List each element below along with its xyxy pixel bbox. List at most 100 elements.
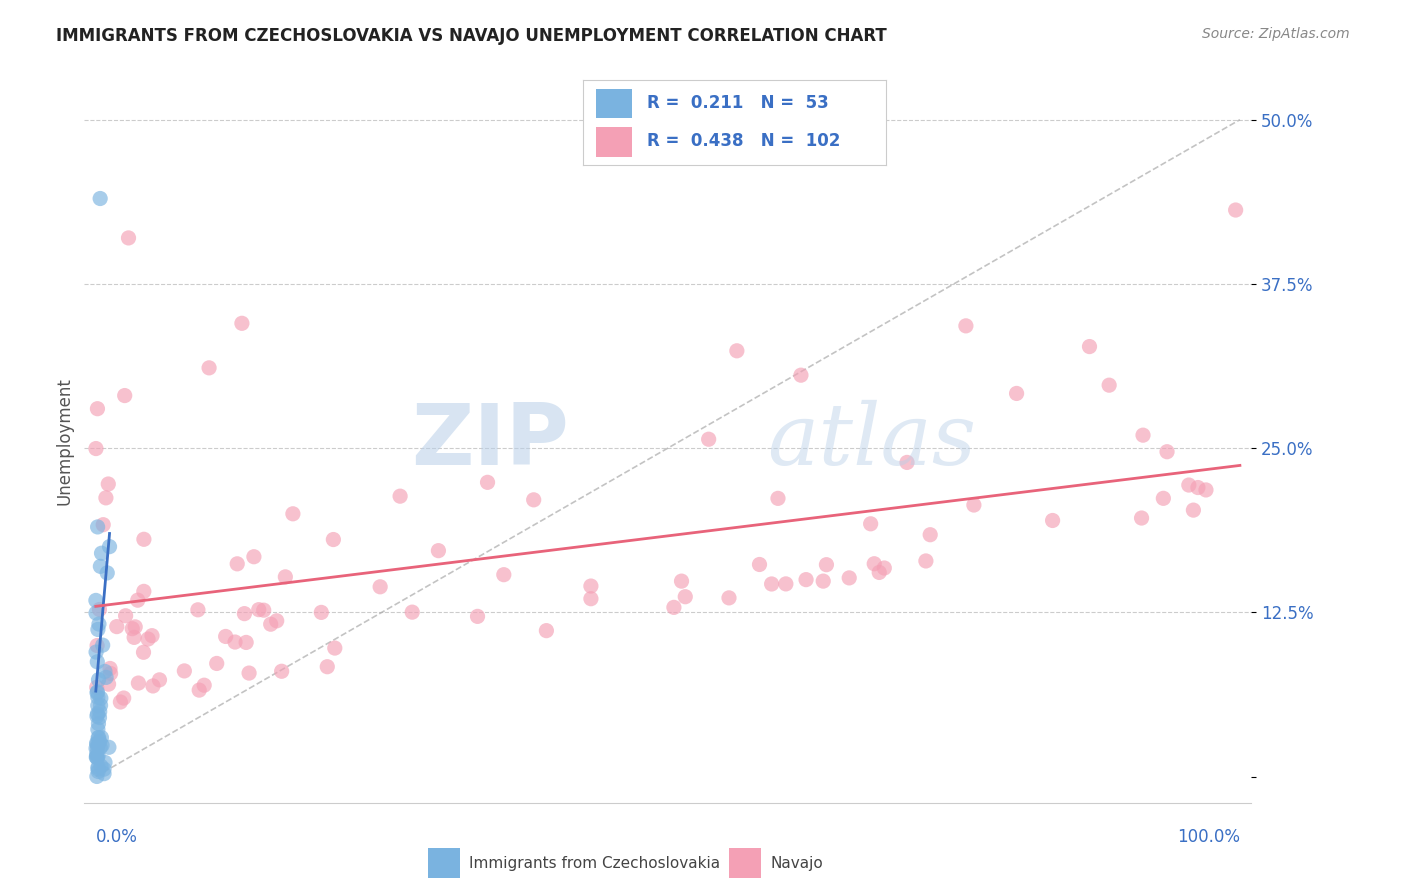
Point xyxy=(368,580,391,594)
Point xyxy=(579,591,602,606)
Point xyxy=(90,731,112,745)
Point xyxy=(86,639,108,653)
Point xyxy=(89,192,111,206)
Point xyxy=(86,750,108,764)
Point xyxy=(87,698,110,713)
Point xyxy=(87,760,110,774)
Point xyxy=(920,527,942,541)
Point xyxy=(323,641,346,656)
Point xyxy=(91,638,114,652)
Point xyxy=(87,723,110,737)
Point xyxy=(86,750,108,764)
Point xyxy=(231,316,253,330)
Point xyxy=(90,759,112,773)
Point xyxy=(84,442,107,456)
Point xyxy=(1152,491,1174,506)
Text: IMMIGRANTS FROM CZECHOSLOVAKIA VS NAVAJO UNEMPLOYMENT CORRELATION CHART: IMMIGRANTS FROM CZECHOSLOVAKIA VS NAVAJO… xyxy=(56,27,887,45)
Point xyxy=(86,401,108,416)
Point xyxy=(401,605,423,619)
Point xyxy=(87,623,110,637)
Point xyxy=(136,632,159,646)
Point xyxy=(748,558,770,572)
Point xyxy=(467,609,489,624)
Point xyxy=(725,343,748,358)
Point xyxy=(96,566,118,580)
Point xyxy=(84,741,107,756)
Point xyxy=(90,691,112,706)
Point xyxy=(114,608,136,623)
Point xyxy=(86,736,108,750)
Point xyxy=(97,477,120,491)
Point xyxy=(124,620,146,634)
Point xyxy=(84,645,107,659)
Point xyxy=(142,679,165,693)
Point xyxy=(815,558,838,572)
Point xyxy=(132,584,155,599)
Point xyxy=(87,617,110,632)
Point xyxy=(873,561,896,575)
Point xyxy=(98,661,121,675)
Point xyxy=(247,602,270,616)
Point xyxy=(94,665,117,679)
Point xyxy=(89,740,111,755)
Point xyxy=(790,368,813,383)
Point xyxy=(896,455,918,469)
Point xyxy=(87,762,110,776)
Point xyxy=(389,489,412,503)
Bar xyxy=(596,89,631,119)
Point xyxy=(1187,481,1209,495)
Point xyxy=(188,683,211,698)
Point xyxy=(93,766,115,780)
Point xyxy=(1132,428,1154,442)
Point xyxy=(84,750,107,764)
Point xyxy=(98,540,121,554)
Point xyxy=(1078,340,1101,354)
Point xyxy=(794,573,817,587)
Point xyxy=(121,622,143,636)
Text: 100.0%: 100.0% xyxy=(1177,828,1240,847)
Point xyxy=(766,491,789,506)
Point xyxy=(274,570,297,584)
Point xyxy=(89,710,111,724)
Point xyxy=(1195,483,1218,497)
Point xyxy=(87,731,110,745)
Point xyxy=(105,619,128,633)
Bar xyxy=(728,848,762,878)
Point xyxy=(100,666,122,681)
Text: 0.0%: 0.0% xyxy=(96,828,138,847)
Point xyxy=(89,705,111,719)
Point xyxy=(281,507,304,521)
Point xyxy=(235,635,257,649)
Point xyxy=(238,666,260,681)
Point xyxy=(97,677,120,691)
Point xyxy=(205,657,228,671)
Point xyxy=(86,769,108,783)
Point xyxy=(122,631,145,645)
Point xyxy=(87,690,110,705)
Point xyxy=(87,748,110,763)
Point xyxy=(1130,511,1153,525)
Point xyxy=(87,673,110,687)
Point xyxy=(86,706,108,721)
Point xyxy=(86,709,108,723)
Point xyxy=(127,593,149,607)
Point xyxy=(316,659,339,673)
Point xyxy=(132,645,155,659)
Point xyxy=(863,557,886,571)
Point xyxy=(1005,386,1028,401)
Point xyxy=(89,559,111,574)
Point xyxy=(187,603,209,617)
Point xyxy=(87,737,110,751)
Point xyxy=(1098,378,1121,392)
Point xyxy=(114,388,136,402)
Text: R =  0.211   N =  53: R = 0.211 N = 53 xyxy=(647,95,828,112)
Point xyxy=(697,432,720,446)
Point xyxy=(86,681,108,695)
Text: Immigrants from Czechoslovakia: Immigrants from Czechoslovakia xyxy=(470,855,720,871)
Point xyxy=(322,533,344,547)
Text: atlas: atlas xyxy=(768,401,976,483)
Point xyxy=(84,606,107,620)
Point xyxy=(127,676,149,690)
Point xyxy=(224,635,246,649)
Point xyxy=(86,655,108,669)
